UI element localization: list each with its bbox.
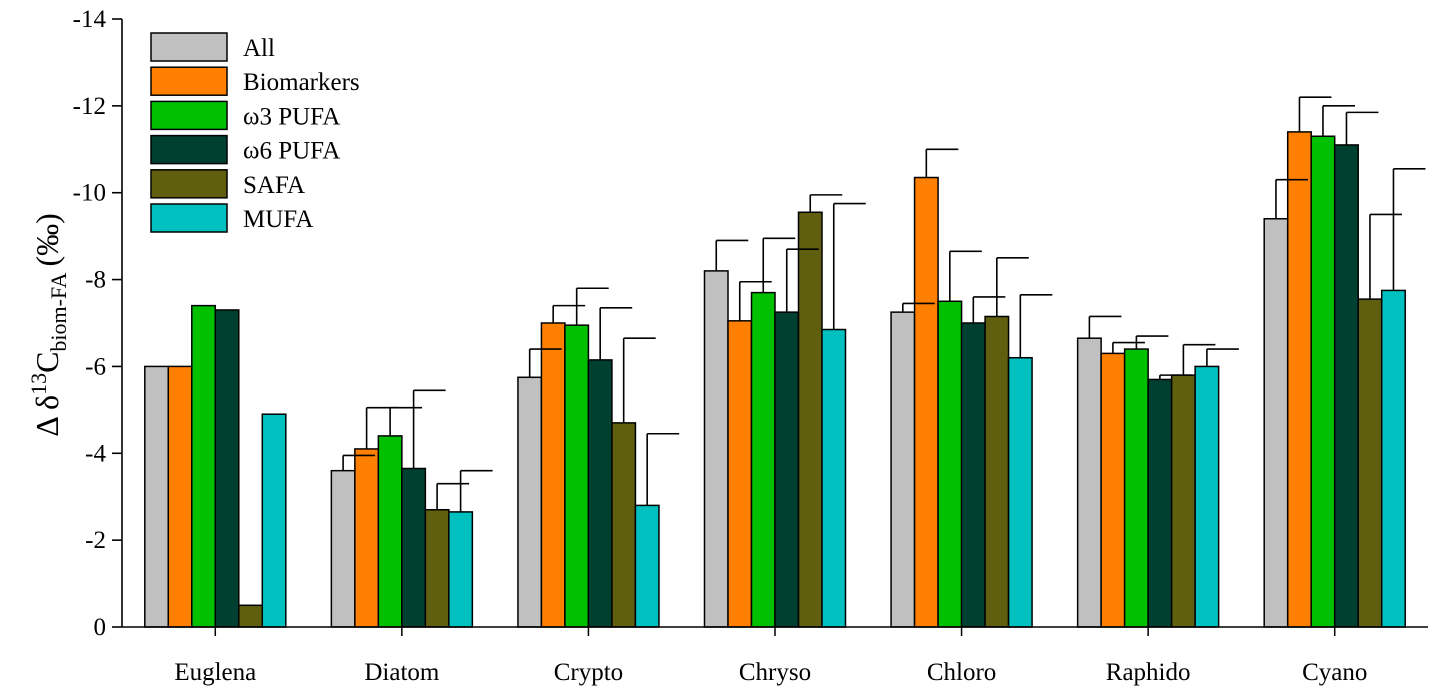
ylabel-subscript: biom-FA [46,272,71,351]
legend-swatch-safa [150,169,228,199]
bar-diatom-safa [424,508,450,628]
legend-label-3-pufa: ω3 PUFA [243,103,340,130]
x-tick-label-chryso: Chryso [739,659,811,686]
legend-label-6-pufa: ω6 PUFA [243,138,340,165]
legend: All Biomarkers ω3 PUFA ω6 PUFA SAFA MUFA [150,32,360,233]
x-tick-label-cyano: Cyano [1302,659,1367,686]
legend-label-all: All [243,35,275,62]
legend-swatch-all [150,32,228,62]
bar-chloro-6-pufa [960,322,986,628]
bar-cyano-mufa [1380,289,1406,628]
bar-chryso-mufa [821,328,847,628]
bar-chryso-all [703,270,729,628]
y-tick-label: 0 [94,614,107,641]
legend-swatch-mufa [150,203,228,233]
legend-label-mufa: MUFA [243,206,313,233]
legend-swatch-biomarkers [150,66,228,96]
bar-euglena-all [144,365,170,628]
ylabel-superscript: 13 [26,373,51,395]
bars-layer [144,131,1406,628]
x-tick-label-euglena: Euglena [174,659,256,686]
bar-diatom-3-pufa [377,435,403,628]
bar-euglena-6-pufa [214,309,240,628]
bar-cyano-safa [1357,298,1383,628]
bar-raphido-3-pufa [1123,348,1149,628]
axes-layer: Euglena Diatom Crypto Chryso Chloro Raphido Cy… [73,6,1428,686]
bar-crypto-safa [611,422,637,628]
bar-cyano-all [1263,218,1289,628]
x-tick-label-raphido: Raphido [1106,659,1191,686]
bar-euglena-3-pufa [191,304,217,628]
y-tick-label: -4 [85,440,106,467]
ylabel-prefix: Δ δ [29,395,65,437]
bar-raphido-safa [1170,374,1196,628]
bar-crypto-mufa [634,504,660,628]
y-tick-label: -6 [85,353,106,380]
bar-diatom-biomarkers [354,448,380,628]
bar-chloro-biomarkers [913,176,939,628]
legend-label-biomarkers: Biomarkers [243,69,360,96]
bar-euglena-biomarkers [167,365,193,628]
bar-raphido-biomarkers [1100,352,1126,628]
bar-crypto-biomarkers [540,322,566,628]
y-tick-label: -2 [85,527,106,554]
legend-label-safa: SAFA [243,172,305,199]
bar-cyano-biomarkers [1286,131,1312,628]
bar-euglena-mufa [261,413,287,628]
bar-chryso-6-pufa [774,311,800,628]
bar-chryso-3-pufa [750,291,776,628]
bar-crypto-3-pufa [564,324,590,628]
ylabel-unit: (‰) [29,213,65,266]
y-tick-label: -10 [73,180,106,207]
y-axis-label: Δ δ13Cbiom-FA (‰) [26,213,71,437]
legend-swatch-3-pufa [150,100,228,131]
bar-cyano-6-pufa [1333,144,1359,628]
y-tick-label: -14 [73,6,107,33]
bar-chryso-biomarkers [727,320,753,628]
y-tick-label: -12 [73,93,106,120]
error-bars-layer [342,96,1426,512]
ylabel-main: C [29,352,65,373]
bar-raphido-6-pufa [1147,378,1173,628]
x-tick-label-diatom: Diatom [364,659,440,686]
bar-chloro-all [890,311,916,628]
bar-chloro-mufa [1007,356,1033,628]
x-tick-label-crypto: Crypto [554,659,623,686]
legend-swatch-6-pufa [150,134,228,165]
bar-crypto-6-pufa [587,359,613,628]
bar-raphido-mufa [1194,365,1220,628]
bar-chloro-3-pufa [937,300,963,628]
bar-euglena-safa [238,604,264,628]
bar-crypto-all [517,376,543,628]
x-tick-label-chloro: Chloro [927,659,996,686]
bar-raphido-all [1076,337,1102,628]
bar-cyano-3-pufa [1310,135,1336,628]
bar-diatom-mufa [448,511,474,628]
bar-diatom-6-pufa [401,467,427,628]
y-tick-label: -8 [85,267,106,294]
bar-chryso-safa [797,211,823,628]
bar-diatom-all [330,469,356,628]
bar-chloro-safa [984,315,1010,628]
